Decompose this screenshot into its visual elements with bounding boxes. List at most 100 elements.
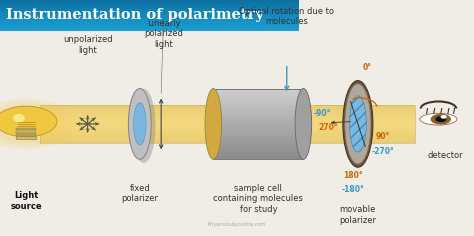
Bar xyxy=(213,149,303,152)
Text: Light
source: Light source xyxy=(10,191,42,211)
Ellipse shape xyxy=(295,88,312,159)
Ellipse shape xyxy=(134,103,146,145)
Text: unpolarized
light: unpolarized light xyxy=(63,35,112,55)
Ellipse shape xyxy=(349,96,366,152)
FancyBboxPatch shape xyxy=(0,7,299,8)
Ellipse shape xyxy=(420,113,457,125)
Bar xyxy=(213,138,303,142)
Bar xyxy=(213,106,303,110)
Bar xyxy=(213,156,303,159)
FancyBboxPatch shape xyxy=(16,136,36,139)
Ellipse shape xyxy=(13,114,25,122)
Circle shape xyxy=(0,103,68,145)
FancyBboxPatch shape xyxy=(0,8,299,9)
FancyBboxPatch shape xyxy=(0,17,299,18)
Bar xyxy=(213,110,303,113)
Circle shape xyxy=(0,107,61,141)
FancyBboxPatch shape xyxy=(0,10,299,11)
FancyBboxPatch shape xyxy=(0,30,299,31)
FancyBboxPatch shape xyxy=(40,105,415,107)
FancyBboxPatch shape xyxy=(0,24,299,25)
FancyBboxPatch shape xyxy=(40,113,415,114)
Bar xyxy=(213,127,303,131)
FancyBboxPatch shape xyxy=(0,18,299,19)
FancyBboxPatch shape xyxy=(40,118,415,120)
FancyBboxPatch shape xyxy=(40,131,415,133)
Bar xyxy=(213,120,303,124)
FancyBboxPatch shape xyxy=(40,126,415,128)
Bar xyxy=(213,131,303,135)
FancyBboxPatch shape xyxy=(40,114,415,116)
Circle shape xyxy=(441,116,446,118)
Ellipse shape xyxy=(132,88,155,163)
FancyBboxPatch shape xyxy=(40,124,415,126)
Text: 0°: 0° xyxy=(363,63,372,72)
Text: Linearly
polarized
light: Linearly polarized light xyxy=(144,19,183,49)
Bar xyxy=(213,96,303,99)
FancyBboxPatch shape xyxy=(40,137,415,139)
FancyBboxPatch shape xyxy=(40,120,415,122)
FancyBboxPatch shape xyxy=(0,9,299,10)
Text: -270°: -270° xyxy=(372,147,394,156)
FancyBboxPatch shape xyxy=(0,16,299,17)
FancyBboxPatch shape xyxy=(16,131,36,133)
Text: 180°: 180° xyxy=(343,171,363,180)
FancyBboxPatch shape xyxy=(0,19,299,21)
FancyBboxPatch shape xyxy=(16,133,36,136)
Text: fixed
polarizer: fixed polarizer xyxy=(121,184,158,203)
Bar xyxy=(213,103,303,106)
FancyBboxPatch shape xyxy=(40,135,415,137)
Text: detector: detector xyxy=(428,151,464,160)
FancyBboxPatch shape xyxy=(0,15,299,16)
Text: Priyamstudycentre.com: Priyamstudycentre.com xyxy=(208,222,266,227)
Circle shape xyxy=(0,106,57,137)
FancyBboxPatch shape xyxy=(0,29,299,30)
Text: movable
polarizer: movable polarizer xyxy=(339,205,376,225)
Bar xyxy=(213,88,303,159)
Bar xyxy=(213,88,303,92)
Text: Instrumentation of polarimetry: Instrumentation of polarimetry xyxy=(6,8,264,22)
Ellipse shape xyxy=(128,88,151,159)
FancyBboxPatch shape xyxy=(0,27,299,28)
Text: -90°: -90° xyxy=(314,109,331,118)
FancyBboxPatch shape xyxy=(16,128,36,130)
Bar xyxy=(213,99,303,103)
FancyBboxPatch shape xyxy=(40,128,415,130)
Text: sample cell
containing molecules
for study: sample cell containing molecules for stu… xyxy=(213,184,303,214)
FancyBboxPatch shape xyxy=(0,12,299,13)
FancyBboxPatch shape xyxy=(0,11,299,12)
Text: Optical rotation due to
molecules: Optical rotation due to molecules xyxy=(239,7,334,26)
Bar xyxy=(213,142,303,145)
Bar xyxy=(213,117,303,120)
Ellipse shape xyxy=(343,80,373,167)
FancyBboxPatch shape xyxy=(40,139,415,141)
Circle shape xyxy=(0,101,72,147)
Bar xyxy=(213,124,303,127)
FancyBboxPatch shape xyxy=(40,116,415,118)
Bar xyxy=(213,113,303,117)
Bar xyxy=(213,145,303,149)
FancyBboxPatch shape xyxy=(40,133,415,135)
FancyBboxPatch shape xyxy=(0,28,299,29)
Text: -180°: -180° xyxy=(342,185,365,194)
Bar xyxy=(213,92,303,96)
Circle shape xyxy=(0,99,76,149)
FancyBboxPatch shape xyxy=(40,141,415,143)
FancyBboxPatch shape xyxy=(40,109,415,111)
Text: 270°: 270° xyxy=(318,123,338,132)
FancyBboxPatch shape xyxy=(0,1,299,2)
FancyBboxPatch shape xyxy=(0,22,299,24)
FancyBboxPatch shape xyxy=(0,13,299,14)
FancyBboxPatch shape xyxy=(0,5,299,6)
FancyBboxPatch shape xyxy=(0,4,299,5)
FancyBboxPatch shape xyxy=(40,107,415,109)
Circle shape xyxy=(0,105,64,143)
FancyBboxPatch shape xyxy=(0,2,299,3)
FancyBboxPatch shape xyxy=(0,6,299,7)
FancyBboxPatch shape xyxy=(40,122,415,124)
FancyBboxPatch shape xyxy=(40,111,415,113)
Ellipse shape xyxy=(205,88,222,159)
Circle shape xyxy=(436,117,446,122)
Ellipse shape xyxy=(345,84,371,164)
Bar xyxy=(40,105,415,143)
